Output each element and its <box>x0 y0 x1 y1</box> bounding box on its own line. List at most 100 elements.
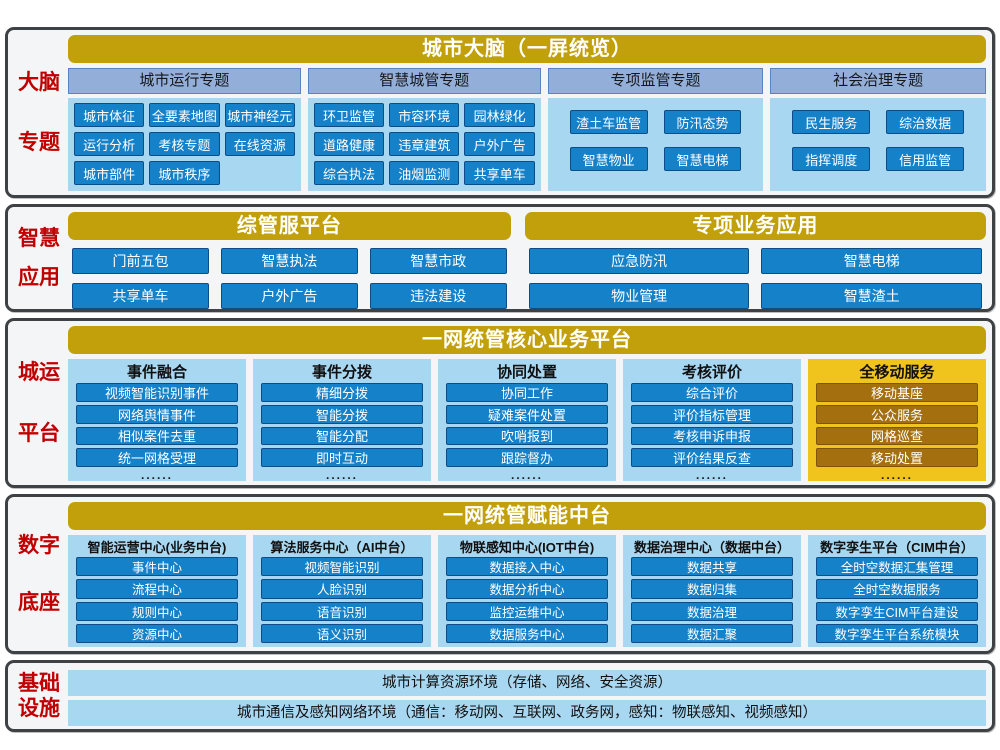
module-chip: 网格巡查 <box>816 426 978 446</box>
stack-column: 事件分拨 精细分拨 智能分拨 智能分配 即时互动...... <box>253 359 431 481</box>
module-chip: 评价结果反查 <box>631 448 793 467</box>
module-chip: 智慧渣土 <box>761 283 982 309</box>
stack-column: 物联感知中心(IOT中台) 数据接入中心 数据分析中心 监控运维中心 数据服务中心 <box>438 535 616 647</box>
module-chip: 视频智能识别事件 <box>76 383 238 402</box>
section-label-line: 城运 <box>18 361 60 385</box>
section-label-line: 底座 <box>18 591 60 614</box>
module-chip: 数据共享 <box>631 557 793 577</box>
section-header: 一网统管赋能中台 <box>68 502 986 530</box>
section-content: 综管服平台 门前五包 智慧执法 智慧市政 共享单车 户外广告 违法建设 专项业务应用 应急防汛智… <box>68 209 986 309</box>
stack-column: 考核评价 综合评价 评价指标管理 考核申诉申报 评价结果反查...... <box>623 359 801 481</box>
column-title: 事件融合 <box>126 364 187 381</box>
ellipsis-dots: ...... <box>695 468 728 482</box>
ellipsis-dots: ...... <box>325 468 358 482</box>
section-content: 一网统管核心业务平台 事件融合 视频智能识别事件 网络舆情事件 相似案件去重 统一网格受理… <box>68 323 986 483</box>
module-chip: 市容环境 <box>389 103 460 127</box>
column-title: 事件分拨 <box>311 364 372 381</box>
module-chip: 资源中心 <box>76 623 238 643</box>
module-chip: 数据分析中心 <box>446 579 608 599</box>
stack-columns-row: 智能运营中心(业务中台) 事件中心 流程中心 规则中心 资源中心 算法服务中心（AI中台）… <box>68 535 986 647</box>
topic-column: 智慧城管专题 环卫监管 市容环境 园林绿化 道路健康 违章建筑 户外广告 综合执法 油烟监测 共享… <box>307 68 541 191</box>
module-chip: 语义识别 <box>261 623 423 643</box>
column-items: 渣土车监管 防汛态势 智慧物业 智慧电梯 <box>547 98 764 191</box>
module-chip: 户外广告 <box>464 132 535 156</box>
section-core-platform: 城运 平台 一网统管核心业务平台 事件融合 视频智能识别事件 网络舆情事件 相似案件去重 统一… <box>5 318 995 488</box>
stack-column: 数字孪生平台（CIM中台） 全时空数据汇集管理 全时空数据服务 数字孪生CIM平台建设… <box>808 535 986 647</box>
module-chip: 考核专题 <box>149 132 220 156</box>
topic-column: 社会治理专题 民生服务 综治数据 指挥调度 信用监管 <box>770 68 986 191</box>
column-title: 数字孪生平台（CIM中台） <box>820 540 974 555</box>
module-chip: 全要素地图 <box>149 103 220 127</box>
column-title: 专项监管专题 <box>547 68 764 94</box>
column-title: 智慧城管专题 <box>307 68 541 94</box>
module-chip: 城市部件 <box>74 161 145 185</box>
module-chip: 民生服务 <box>792 110 871 134</box>
module-chip: 统一网格受理 <box>76 448 238 467</box>
module-chip: 数据服务中心 <box>446 623 608 643</box>
section-label: 大脑 专题 <box>10 32 68 193</box>
stack-column: 事件融合 视频智能识别事件 网络舆情事件 相似案件去重 统一网格受理...... <box>68 359 246 481</box>
module-chip: 流程中心 <box>76 579 238 599</box>
column-title: 社会治理专题 <box>770 68 986 94</box>
module-chip: 运行分析 <box>74 132 145 156</box>
module-chip: 相似案件去重 <box>76 426 238 446</box>
module-chip: 共享单车 <box>72 283 209 309</box>
ellipsis-dots: ...... <box>140 468 173 482</box>
stack-column: 算法服务中心（AI中台） 视频智能识别 人脸识别 语音识别 语义识别 <box>253 535 431 647</box>
module-chip: 移动基座 <box>816 383 978 402</box>
module-chip: 城市体征 <box>74 103 145 127</box>
module-chip: 户外广告 <box>220 283 358 309</box>
column-title: 全移动服务 <box>859 364 935 381</box>
module-chip: 数据治理 <box>631 601 793 621</box>
section-brain-topics: 大脑 专题 城市大脑（一屏统览） 城市运行专题 城市体征 全要素地图 城市神经元 运行分析 考核… <box>5 27 995 198</box>
section-label: 智慧 应用 <box>10 209 68 307</box>
group-items: 应急防汛 智慧电梯 物业管理 智慧渣土 <box>525 248 986 309</box>
section-label-line: 专题 <box>18 131 60 155</box>
module-chip: 渣土车监管 <box>569 110 648 134</box>
module-chip: 吹哨报到 <box>446 426 608 446</box>
module-chip: 评价指标管理 <box>631 404 793 424</box>
module-chip: 综治数据 <box>886 110 964 134</box>
module-chip: 跟踪督办 <box>446 448 608 467</box>
column-title: 考核评价 <box>681 364 742 381</box>
module-chip: 门前五包 <box>72 248 209 274</box>
section-smart-apps: 智慧 应用 综管服平台 门前五包 智慧执法 智慧市政 共享单车 户外广告 违法建设 专项业务应用应… <box>5 204 995 312</box>
module-chip: 监控运维中心 <box>446 601 608 621</box>
stack-column: 数据治理中心（数据中台） 数据共享 数据归集 数据治理 数据汇聚 <box>623 535 801 647</box>
section-header: 一网统管核心业务平台 <box>68 326 986 354</box>
group-header: 专项业务应用 <box>524 212 986 240</box>
module-chip: 智慧执法 <box>220 248 358 274</box>
module-chip: 移动处置 <box>816 448 978 467</box>
infra-bar: 城市计算资源环境（存储、网络、安全资源） <box>68 670 986 696</box>
module-chip: 事件中心 <box>76 557 238 577</box>
module-chip: 智慧电梯 <box>761 248 982 274</box>
module-chip: 数据接入中心 <box>446 557 608 577</box>
infra-bars: 城市计算资源环境（存储、网络、安全资源） 城市通信及感知网络环境（通信：移动网、互… <box>68 668 986 728</box>
ellipsis-dots: ...... <box>510 468 543 482</box>
module-chip: 油烟监测 <box>389 161 460 185</box>
module-chip: 园林绿化 <box>464 103 535 127</box>
module-chip: 道路健康 <box>313 132 385 156</box>
module-chip: 数字孪生CIM平台建设 <box>816 601 978 621</box>
module-chip: 共享单车 <box>464 161 535 185</box>
module-chip: 全时空数据汇集管理 <box>816 557 978 577</box>
module-chip: 协同工作 <box>446 383 608 402</box>
app-group: 综管服平台 门前五包 智慧执法 智慧市政 共享单车 户外广告 违法建设 <box>68 212 511 309</box>
module-chip: 城市秩序 <box>149 161 220 185</box>
module-chip: 数字孪生平台系统模块 <box>816 623 978 643</box>
module-chip: 疑难案件处置 <box>446 404 608 424</box>
module-chip: 在线资源 <box>224 132 295 156</box>
section-label: 城运 平台 <box>10 323 68 483</box>
section-label: 数字 底座 <box>10 499 68 649</box>
module-chip: 视频智能识别 <box>261 557 423 577</box>
module-chip: 智能分配 <box>261 426 423 446</box>
column-items: 城市体征 全要素地图 城市神经元 运行分析 考核专题 在线资源 城市部件 城市秩序 <box>68 98 301 191</box>
column-title: 协同处置 <box>496 364 557 381</box>
module-chip: 智慧市政 <box>369 248 507 274</box>
module-chip: 人脸识别 <box>261 579 423 599</box>
app-group: 专项业务应用应急防汛 智慧电梯 物业管理 智慧渣土 <box>524 212 986 309</box>
module-chip: 数据归集 <box>631 579 793 599</box>
group-header: 综管服平台 <box>68 212 511 240</box>
module-chip: 违章建筑 <box>389 132 460 156</box>
